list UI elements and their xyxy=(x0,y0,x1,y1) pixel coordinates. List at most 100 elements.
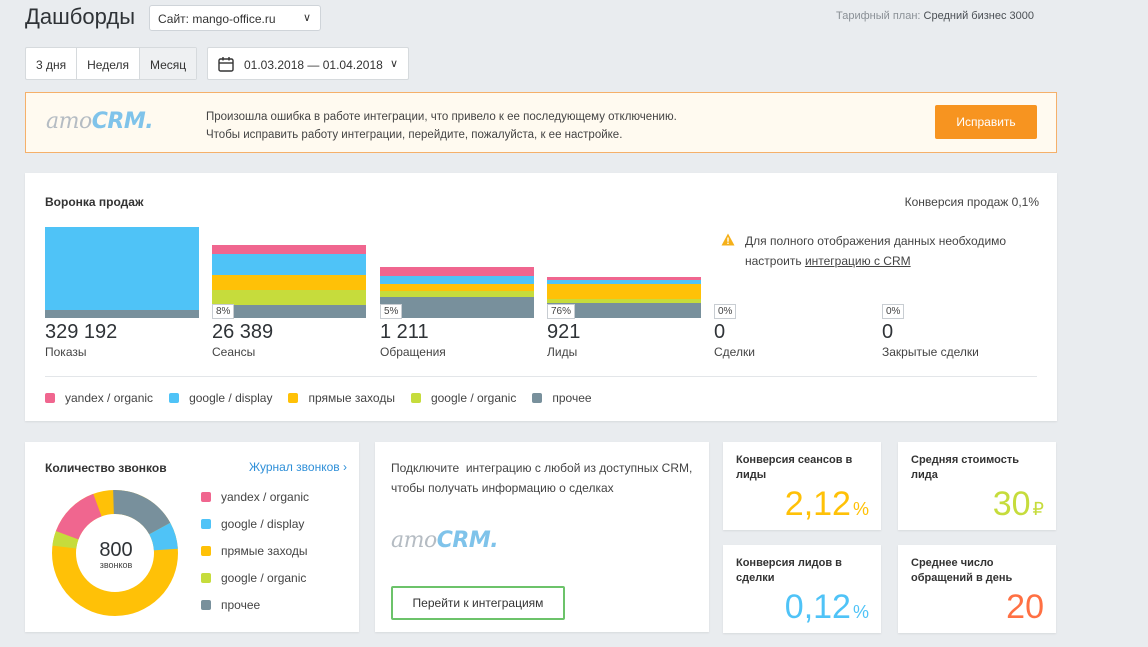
legend-swatch xyxy=(201,492,211,502)
legend-item: google / display xyxy=(201,517,309,531)
page-title: Дашборды xyxy=(25,4,135,29)
period-3-days-button[interactable]: 3 дня xyxy=(26,48,78,79)
stage-value: 0 xyxy=(714,321,726,343)
legend-item: прямые заходы xyxy=(288,391,395,405)
date-range-picker[interactable]: 01.03.2018 — 01.04.2018 ∨ xyxy=(207,47,409,80)
funnel-stage: 8% 26 389 Сеансы xyxy=(212,227,366,371)
logo-crm: CRM. xyxy=(91,109,154,134)
legend-swatch xyxy=(532,393,543,403)
legend-label: прямые заходы xyxy=(221,544,308,558)
funnel-stage: 76% 921 Лиды xyxy=(547,227,701,371)
metric-value: 2,12% xyxy=(784,485,869,523)
period-week-button[interactable]: Неделя xyxy=(77,48,140,79)
metric-lead-cost: Средняя стоимость лида 30 ₽ xyxy=(898,442,1056,530)
site-select[interactable]: Сайт: mango-office.ru ∨ xyxy=(149,5,321,31)
legend-item: yandex / organic xyxy=(201,490,310,504)
funnel-stage: 0% 0 Закрытые сделки xyxy=(882,227,1036,371)
stage-label: Показы xyxy=(45,345,87,359)
call-log-link[interactable]: Журнал звонков › xyxy=(249,460,347,474)
calls-legend: yandex / organic google / display прямые… xyxy=(201,490,310,626)
banner-line-1: Произошла ошибка в работе интеграции, чт… xyxy=(206,111,677,123)
crm-integration-link[interactable]: интеграцию с CRM xyxy=(804,254,911,268)
warning-line-1: Для полного отображения данных необходим… xyxy=(745,234,1007,248)
chevron-right-icon: › xyxy=(343,460,347,474)
legend-item: google / organic xyxy=(201,571,309,585)
sales-funnel-card: Воронка продаж Конверсия продаж 0,1% 329… xyxy=(25,173,1057,421)
legend-label: прочее xyxy=(552,391,592,405)
banner-line-2: Чтобы исправить работу интеграции, перей… xyxy=(206,129,623,141)
metric-value: 0,12% xyxy=(784,588,869,626)
logo-crm: CRM. xyxy=(436,528,499,553)
stage-label: Обращения xyxy=(380,345,446,359)
stage-value: 329 192 xyxy=(45,321,118,343)
legend-label: google / organic xyxy=(430,391,517,405)
funnel-stage: 5% 1 211 Обращения xyxy=(380,227,534,371)
metric-value: 20 xyxy=(1006,588,1044,626)
logo-amo: amo xyxy=(46,109,92,134)
sales-conversion: Конверсия продаж 0,1% xyxy=(904,195,1039,209)
funnel-bar xyxy=(45,227,199,318)
integration-error-banner: amoCRM. Произошла ошибка в работе интегр… xyxy=(25,92,1057,153)
stage-label: Лиды xyxy=(547,345,578,359)
legend-item: прочее xyxy=(201,598,309,612)
plan-value: Средний бизнес 3000 xyxy=(923,10,1034,22)
calls-title: Количество звонков xyxy=(45,461,167,475)
banner-message: Произошла ошибка в работе интеграции, чт… xyxy=(206,108,677,144)
metric-daily-requests: Среднее число обращений в день 20 xyxy=(898,545,1056,633)
legend-swatch xyxy=(201,519,211,529)
go-to-integrations-button[interactable]: Перейти к интеграциям xyxy=(391,586,565,620)
stage-label: Закрытые сделки xyxy=(882,345,979,359)
legend-swatch xyxy=(288,393,299,403)
amocrm-logo: amoCRM. xyxy=(46,109,154,134)
stage-value: 0 xyxy=(882,321,894,343)
stage-label: Сделки xyxy=(714,345,755,359)
metric-title: Средняя стоимость лида xyxy=(911,454,1019,481)
legend-item: google / organic xyxy=(410,391,517,405)
legend-label: yandex / organic xyxy=(65,391,154,405)
date-range-value: 01.03.2018 — 01.04.2018 xyxy=(244,58,383,72)
chevron-down-icon: ∨ xyxy=(302,12,311,24)
warning-icon xyxy=(721,233,735,246)
legend-item: прямые заходы xyxy=(201,544,309,558)
period-switch: 3 дня Неделя Месяц xyxy=(25,47,198,80)
calls-total: 800 xyxy=(99,539,133,561)
funnel-bar xyxy=(547,277,701,318)
legend-swatch xyxy=(201,600,211,610)
metric-title: Среднее число обращений в день xyxy=(911,557,1013,584)
legend-item: yandex / organic xyxy=(45,391,153,405)
integration-message: Подключите интеграцию с любой из доступн… xyxy=(391,458,692,498)
calls-total-label: звонков xyxy=(99,560,133,570)
funnel-legend: yandex / organic google / display прямые… xyxy=(45,391,608,405)
warning-line-2: настроить xyxy=(745,254,805,268)
crm-warning: Для полного отображения данных необходим… xyxy=(721,231,1006,271)
stage-value: 26 389 xyxy=(212,321,274,343)
funnel-stage: 329 192 Показы xyxy=(45,227,199,371)
plan-label: Тарифный план: xyxy=(835,10,921,22)
metric-title: Конверсия лидов в сделки xyxy=(736,557,842,584)
metric-title: Конверсия сеансов в лиды xyxy=(736,454,853,481)
stage-label: Сеансы xyxy=(212,345,256,359)
funnel-bar xyxy=(212,245,366,318)
donut-segment-other xyxy=(52,490,178,616)
metric-lead-conversion: Конверсия лидов в сделки 0,12% xyxy=(723,545,881,633)
legend-label: google / display xyxy=(221,517,305,531)
legend-label: yandex / organic xyxy=(221,490,310,504)
divider xyxy=(45,376,1037,377)
metric-value: 30 ₽ xyxy=(992,485,1044,523)
legend-swatch xyxy=(45,393,55,403)
fix-button[interactable]: Исправить xyxy=(935,105,1037,139)
period-month-button[interactable]: Месяц xyxy=(140,48,197,79)
integration-line-1: Подключите интеграцию с любой из доступн… xyxy=(391,461,693,475)
legend-item: google / display xyxy=(169,391,272,405)
stage-percent: 0% xyxy=(714,304,737,319)
site-select-label: Сайт: mango-office.ru xyxy=(158,12,276,26)
amocrm-logo: amoCRM. xyxy=(391,528,499,553)
legend-label: прочее xyxy=(221,598,261,612)
legend-label: прямые заходы xyxy=(308,391,395,405)
tariff-plan: Тарифный план: Средний бизнес 3000 xyxy=(836,10,1034,22)
stage-value: 921 xyxy=(547,321,581,343)
stage-percent: 5% xyxy=(380,304,403,319)
legend-swatch xyxy=(410,393,421,403)
metric-session-conversion: Конверсия сеансов в лиды 2,12% xyxy=(723,442,881,530)
stage-percent: 0% xyxy=(882,304,905,319)
